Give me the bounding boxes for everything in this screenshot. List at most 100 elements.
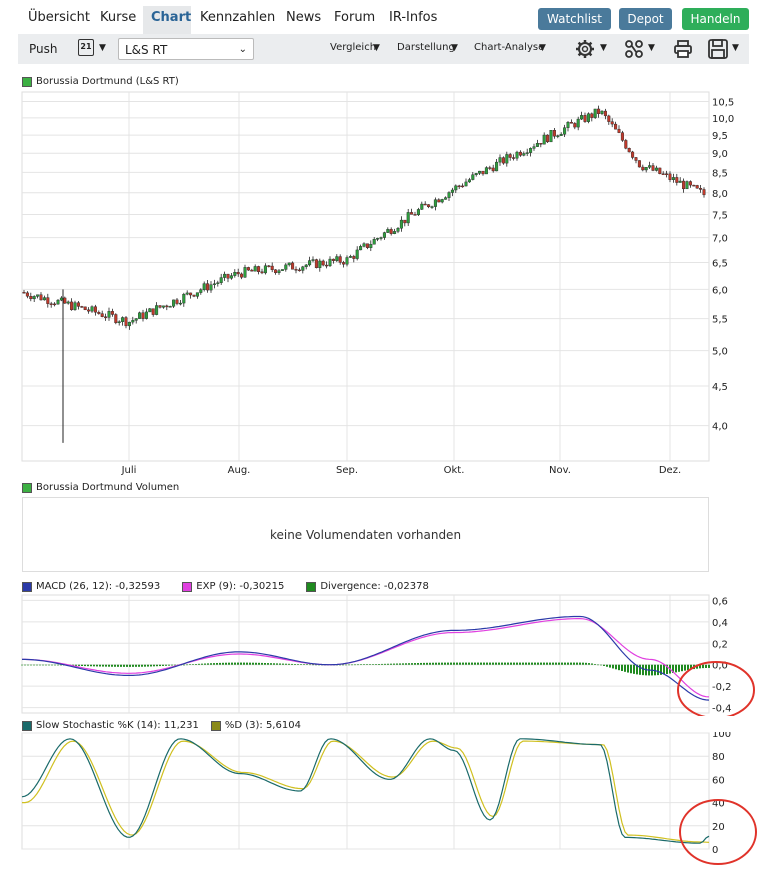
- divergence-bar: [525, 662, 527, 665]
- divergence-bar: [393, 663, 395, 665]
- price-y-tick: 5,5: [712, 315, 728, 326]
- price-candle-body: [430, 206, 434, 208]
- watchlist-button[interactable]: Watchlist: [538, 8, 611, 30]
- chevron-down-icon[interactable]: ▼: [648, 43, 655, 53]
- macd-swatch: [22, 581, 32, 592]
- calendar-icon[interactable]: 21: [78, 39, 94, 56]
- depot-button[interactable]: Depot: [619, 8, 672, 30]
- chevron-down-icon[interactable]: ▼: [732, 43, 739, 53]
- price-candle-body: [260, 271, 264, 274]
- divergence-bar: [102, 664, 104, 667]
- price-candle-body: [287, 262, 291, 266]
- chart-analyse-menu[interactable]: Chart-Analyse: [474, 42, 545, 53]
- divergence-bar: [636, 664, 638, 675]
- price-candle-body: [379, 237, 383, 239]
- no-volume-message: keine Volumendaten vorhanden: [269, 527, 462, 542]
- volume-legend: Borussia Dortmund Volumen: [22, 482, 179, 493]
- price-candle-body: [406, 212, 410, 224]
- tab-uebersicht[interactable]: Übersicht: [28, 10, 90, 25]
- chevron-down-icon[interactable]: ▼: [600, 43, 607, 53]
- handeln-button[interactable]: Handeln: [682, 8, 749, 30]
- price-candle-body: [168, 306, 172, 308]
- macd-y-tick: 0,4: [712, 618, 728, 629]
- divergence-bar: [549, 662, 551, 665]
- price-candle-body: [535, 143, 539, 147]
- price-candle-body: [73, 302, 77, 311]
- divergence-bar: [627, 664, 629, 673]
- price-y-tick: 5,0: [712, 347, 728, 358]
- price-candle-body: [25, 292, 29, 297]
- price-candle-body: [678, 180, 682, 183]
- divergence-bar: [546, 662, 548, 665]
- divergence-bar: [282, 663, 284, 665]
- divergence-bar: [498, 662, 500, 665]
- share-icon[interactable]: [624, 39, 644, 59]
- divergence-bar: [387, 663, 389, 665]
- price-candle-body: [104, 316, 108, 318]
- price-candle-body: [559, 134, 563, 136]
- chevron-down-icon[interactable]: ▼: [539, 43, 546, 53]
- divergence-bar: [684, 664, 686, 671]
- vergleich-menu[interactable]: Vergleich: [330, 42, 377, 53]
- price-candle-body: [226, 273, 230, 279]
- print-icon[interactable]: [673, 39, 693, 59]
- chevron-down-icon: ⌄: [238, 44, 247, 55]
- price-candle-body: [202, 283, 206, 290]
- price-candle-body: [291, 262, 295, 270]
- tab-news[interactable]: News: [286, 10, 322, 25]
- divergence-bar: [594, 663, 596, 665]
- price-candle-body: [182, 293, 186, 304]
- divergence-bar: [603, 664, 605, 666]
- divergence-bar: [639, 664, 641, 675]
- price-candle-body: [386, 229, 390, 233]
- divergence-bar: [663, 664, 665, 675]
- tab-chart[interactable]: Chart: [151, 10, 192, 25]
- divergence-bar: [618, 664, 620, 671]
- price-candle-body: [525, 152, 529, 154]
- chevron-down-icon[interactable]: ▼: [451, 43, 458, 53]
- tab-ir-infos[interactable]: IR-Infos: [389, 10, 438, 25]
- price-candle-body: [488, 167, 492, 169]
- divergence-bar: [501, 662, 503, 665]
- divergence-bar: [516, 662, 518, 665]
- price-candle-body: [671, 177, 675, 180]
- tab-kurse[interactable]: Kurse: [100, 10, 137, 25]
- divergence-bar: [567, 662, 569, 665]
- divergence-bar: [216, 662, 218, 665]
- price-candle-body: [345, 257, 349, 265]
- price-candle-body: [352, 256, 356, 259]
- divergence-swatch: [306, 581, 317, 592]
- chevron-down-icon[interactable]: ▼: [373, 43, 380, 53]
- divergence-bar: [303, 664, 305, 665]
- divergence-bar: [48, 664, 50, 666]
- price-candle-body: [427, 204, 431, 208]
- divergence-bar: [492, 662, 494, 665]
- price-y-tick: 4,0: [712, 422, 728, 433]
- exchange-select[interactable]: L&S RT ⌄: [118, 38, 254, 60]
- push-toggle[interactable]: Push: [29, 42, 58, 56]
- divergence-bar: [357, 664, 359, 666]
- price-x-tick: Okt.: [444, 465, 465, 476]
- divergence-bar: [129, 664, 131, 667]
- divergence-bar: [198, 663, 200, 665]
- price-x-tick: Juli: [121, 465, 137, 476]
- save-icon[interactable]: [707, 38, 729, 60]
- price-y-tick: 6,0: [712, 285, 728, 296]
- gear-icon[interactable]: [575, 39, 595, 59]
- price-candle-body: [97, 312, 101, 314]
- divergence-bar: [144, 664, 146, 667]
- divergence-bar: [345, 664, 347, 666]
- divergence-bar: [297, 664, 299, 665]
- darstellung-menu[interactable]: Darstellung: [397, 42, 455, 53]
- price-candle-body: [127, 321, 131, 327]
- chevron-down-icon[interactable]: ▼: [99, 43, 106, 53]
- price-candle-body: [29, 296, 33, 300]
- divergence-bar: [666, 664, 668, 675]
- price-candle-body: [682, 180, 686, 190]
- price-candle-body: [301, 266, 305, 271]
- price-candle-body: [508, 154, 512, 158]
- tab-kennzahlen[interactable]: Kennzahlen: [200, 10, 276, 25]
- tab-forum[interactable]: Forum: [334, 10, 376, 25]
- price-candle-body: [335, 256, 339, 261]
- divergence-legend-label: Divergence: -0,02378: [320, 581, 429, 592]
